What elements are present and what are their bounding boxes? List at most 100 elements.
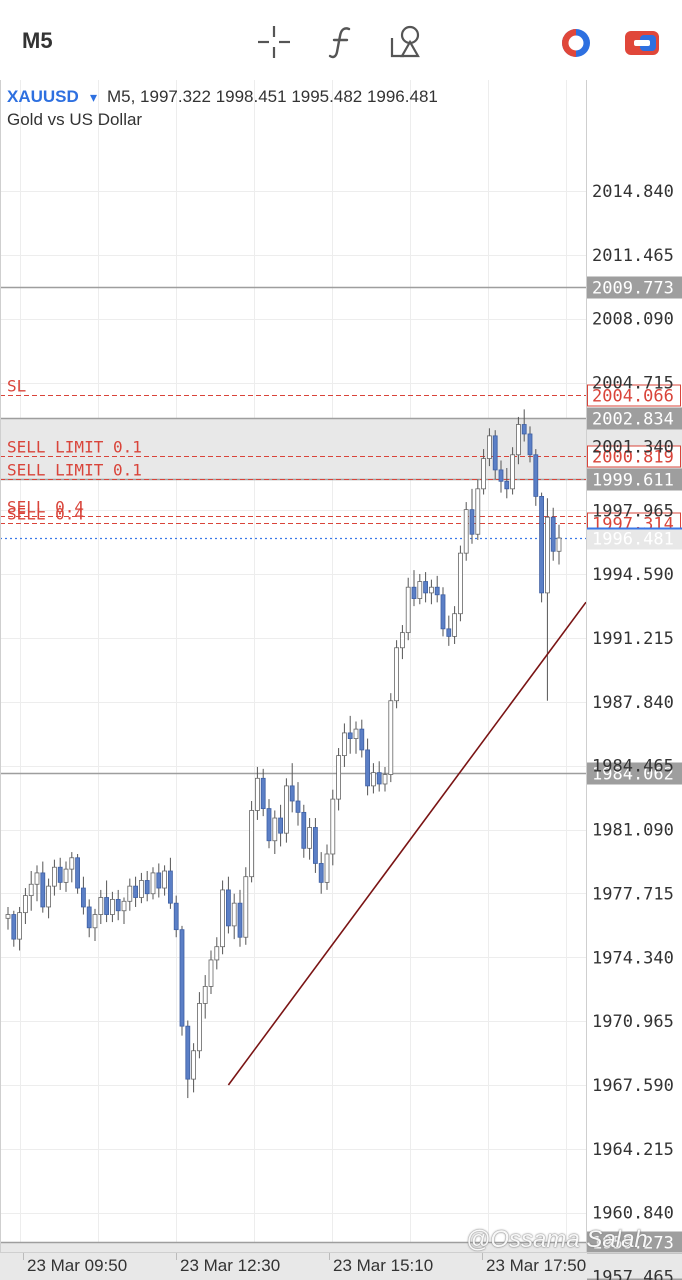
candle-bull [191,1050,197,1080]
price-tick-label: 1997.965 [592,501,674,521]
timeframe-button[interactable]: M5 [22,28,53,53]
candle-bear [156,872,162,889]
candle-bull [341,732,347,757]
candle-bear [446,628,452,637]
candle-bear [185,1025,191,1080]
order-sell-limit-1-label: 2000.819 [592,448,674,468]
price-tick-label: 1981.090 [592,821,674,841]
candle-bear [167,870,173,904]
candle-bear [237,902,243,938]
candle-bull [17,912,23,940]
price-tick-label: 1957.465 [592,1268,674,1280]
price-chart[interactable]: 2009.773 2002.834 1999.611 1984.062 1959.273… [0,80,682,1280]
candle-bull [127,885,133,902]
time-axis: 23 Mar 09:50 23 Mar 12:30 23 Mar 15:10 23 M… [23,1252,586,1275]
price-tick-label: 2001.340 [592,437,674,457]
trendline [227,601,587,1086]
candle-bull [28,883,34,897]
level-1999-label: 1999.611 [592,471,674,491]
level-1956-label-bg [587,1278,682,1280]
function-icon[interactable] [322,22,362,62]
price-tick-label: 1984.465 [592,757,674,777]
order-sl-text: SL [7,377,26,396]
candle-bear [527,433,533,456]
candle-bull [556,537,562,552]
candle-bear [365,749,371,787]
candle-bull [336,755,342,800]
price-tick-label: 1994.590 [592,565,674,585]
candle-bear [104,897,109,915]
candle-bull [382,774,388,785]
candle-bull [150,872,156,895]
candle-bear [144,880,150,895]
time-label: 23 Mar 09:50 [27,1256,127,1275]
level-1959-label: 1959.273 [592,1234,674,1254]
candle-bull [220,889,226,948]
candle-bear [521,424,527,435]
horizontal-levels: 2009.773 2002.834 1999.611 1984.062 1959.273… [0,276,682,1280]
symbol-label[interactable]: XAUUSD [7,87,79,106]
candle-bear [57,866,63,883]
candle-bear [469,509,475,535]
bid-label-bg [587,527,682,550]
candle-bull [545,516,550,594]
candle-bull [394,647,400,702]
candle-bear [440,594,446,630]
candle-bear [173,902,179,931]
candle-bull [399,632,405,649]
candle-bull [162,870,168,889]
order-sell-limit-1-label-box [587,445,681,468]
candle-bear [86,906,92,929]
ohlc-readout: M5, 1997.322 1998.451 1995.482 1996.481 [107,87,438,106]
candle-bull [330,798,336,855]
candle-bull [510,454,516,490]
candle-bull [5,914,11,919]
price-axis: 2014.840 2011.465 2008.090 2004.715 2001.340… [592,182,674,1280]
candle-bull [249,810,255,878]
price-tick-label: 1964.215 [592,1140,674,1160]
candle-bear [359,728,365,751]
candle-bull [138,880,144,898]
candle-bear [115,898,121,912]
candle-bull [121,900,127,912]
candle-bull [457,552,463,615]
level-2002-label-bg [587,407,682,430]
time-label: 23 Mar 17:50 [486,1256,586,1275]
candle-bull [196,1003,202,1052]
candle-bull [463,509,469,554]
candle-bull [481,458,487,490]
candle-bear [81,887,86,908]
top-toolbar: M5 [0,0,682,80]
symbol-dropdown-icon[interactable]: ▾ [90,89,97,105]
time-label: 23 Mar 12:30 [180,1256,280,1275]
candle-bull [283,785,289,834]
candle-bull [208,959,214,987]
candle-bull [428,586,434,594]
candle-bear [75,857,80,889]
candle-bear [133,885,139,898]
candle-bull [110,898,115,915]
price-tick-label: 1991.215 [592,629,674,649]
time-label: 23 Mar 15:10 [333,1256,433,1275]
candle-bear [504,480,510,490]
trendline-segment [227,601,587,1086]
candle-bull [254,777,260,811]
level-1984-label-bg [587,762,682,785]
crosshair-icon[interactable] [254,22,294,62]
candle-bear [411,586,417,599]
price-tick-label: 2014.840 [592,182,674,202]
candle-bull [405,586,411,634]
candle-bull [202,986,208,1004]
candle-bull [486,435,492,459]
candlestick-series [5,409,562,1099]
candle-bear [492,435,498,471]
candle-bear [11,914,17,940]
candle-bull [63,868,69,883]
candle-bear [289,785,295,802]
candle-bull [231,902,237,927]
account-toggle-icon[interactable] [622,22,662,62]
trade-icon[interactable] [556,22,596,62]
candle-bull [353,728,359,739]
candle-bull [34,872,40,885]
shapes-icon[interactable] [388,22,428,62]
